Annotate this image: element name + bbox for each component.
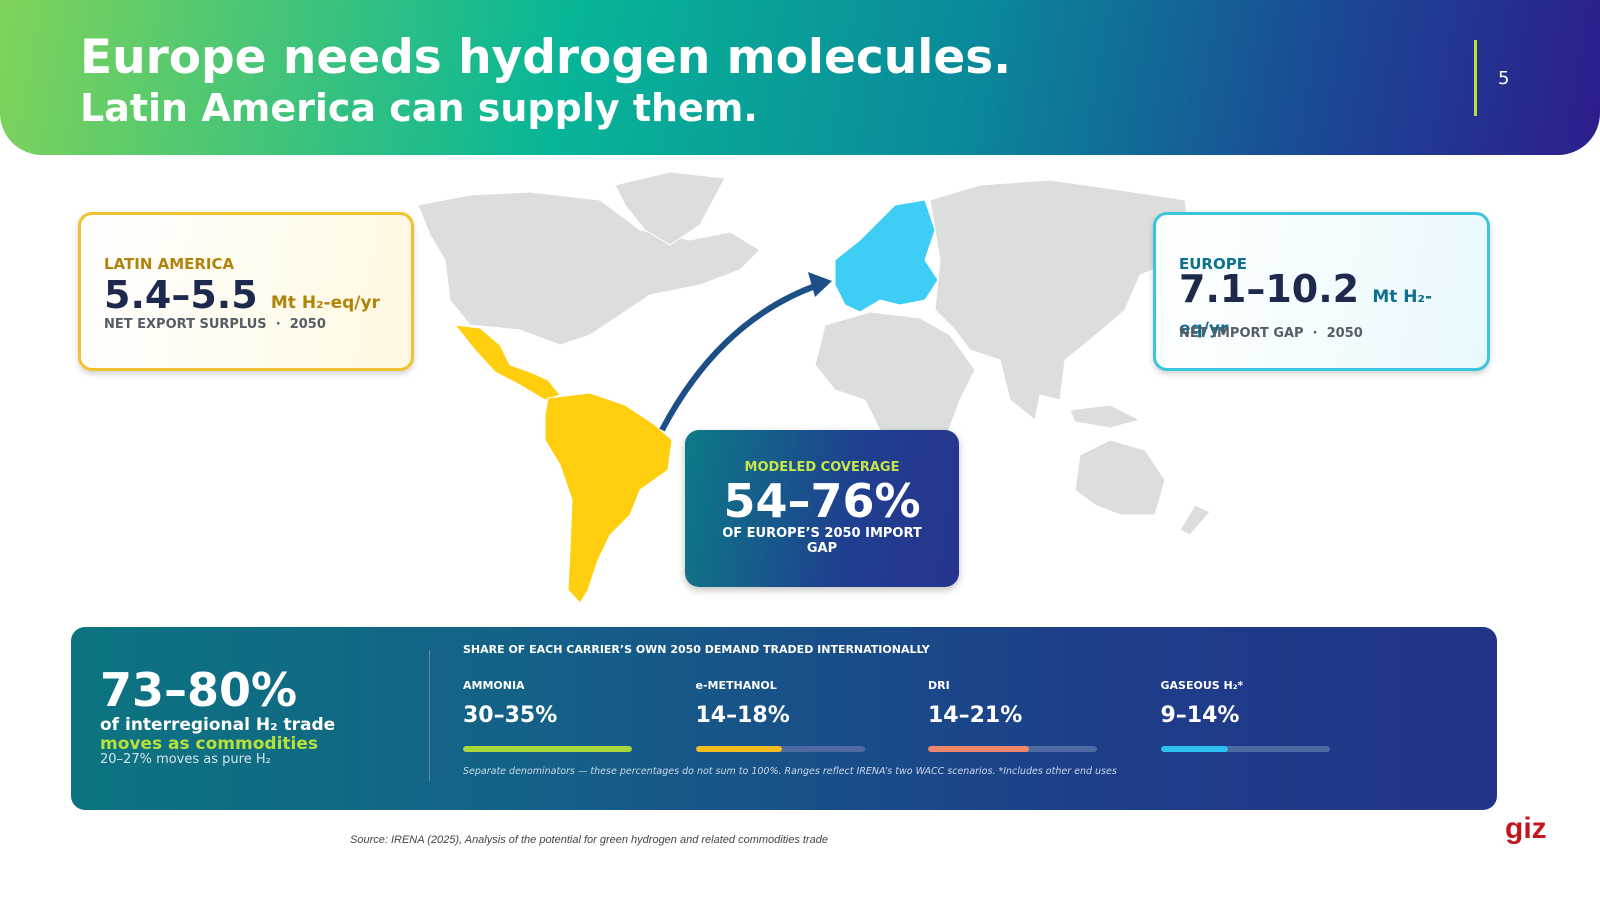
card-label: MODELED COVERAGE bbox=[744, 460, 900, 475]
headline: 73–80% bbox=[100, 663, 298, 717]
divider bbox=[1474, 40, 1477, 116]
value: 7.1–10.2 bbox=[1179, 267, 1360, 311]
bar-track bbox=[695, 746, 865, 752]
source: Source: IRENA (2025), Analysis of the po… bbox=[350, 834, 828, 846]
new-zealand bbox=[1179, 504, 1211, 536]
bar bbox=[928, 746, 1030, 752]
header-band bbox=[0, 0, 1600, 155]
north-america bbox=[417, 191, 761, 346]
carrier-name: DRI bbox=[928, 679, 950, 692]
arrow-head bbox=[808, 272, 832, 297]
greenland bbox=[614, 171, 726, 246]
carrier-name: AMMONIA bbox=[463, 679, 525, 692]
carrier-share: 30–35% bbox=[463, 703, 558, 728]
page-number: 5 bbox=[1498, 68, 1510, 89]
carrier-name: e-METHANOL bbox=[695, 679, 777, 692]
card-caption: OF EUROPE’S 2050 IMPORT GAP bbox=[722, 526, 922, 556]
coverage-card: MODELED COVERAGE 54–76% OF EUROPE’S 2050… bbox=[685, 430, 959, 587]
footnote: Separate denominators — these percentage… bbox=[463, 766, 1117, 777]
trade-panel: 73–80% of interregional H₂ trade moves a… bbox=[71, 627, 1497, 810]
latin-america-card: LATIN AMERICA 5.4–5.5 Mt H₂-eq/yr NET EX… bbox=[78, 212, 414, 371]
unit: Mt H₂-eq/yr bbox=[270, 293, 380, 313]
card-value: 54–76% bbox=[723, 474, 921, 528]
headline-text: moves as commodities bbox=[100, 734, 319, 754]
carrier-share: 9–14% bbox=[1160, 703, 1240, 728]
bar-track bbox=[928, 746, 1097, 752]
card-caption: NET EXPORT SURPLUS · 2050 bbox=[104, 317, 326, 332]
title: Europe needs hydrogen molecules. bbox=[80, 30, 1012, 85]
headline-note: 20–27% moves as pure H₂ bbox=[100, 752, 271, 767]
bar bbox=[1160, 746, 1229, 752]
card-value: 7.1–10.2 Mt H₂-eq/yr bbox=[1179, 267, 1469, 339]
divider bbox=[429, 650, 430, 781]
carrier-name: GASEOUS H₂* bbox=[1160, 679, 1244, 692]
unit: Mt H₂-eq/yr bbox=[1179, 287, 1433, 339]
card-caption: NET IMPORT GAP · 2050 bbox=[1179, 326, 1363, 341]
carrier-share: 14–21% bbox=[928, 703, 1023, 728]
asia bbox=[929, 179, 1191, 421]
trade-arrow bbox=[659, 282, 820, 432]
section-title: SHARE OF EACH CARRIER’S OWN 2050 DEMAND … bbox=[463, 643, 930, 656]
bar bbox=[463, 746, 632, 752]
europe-card: EUROPE 7.1–10.2 Mt H₂-eq/yr NET IMPORT G… bbox=[1153, 212, 1490, 371]
value: 5.4–5.5 bbox=[104, 273, 258, 317]
card-label: EUROPE bbox=[1179, 255, 1247, 273]
card-label: LATIN AMERICA bbox=[104, 255, 235, 273]
south-america bbox=[544, 392, 673, 604]
subtitle: Latin America can supply them. bbox=[80, 86, 758, 130]
europe bbox=[834, 199, 939, 313]
bar bbox=[695, 746, 783, 752]
world-map bbox=[417, 171, 1211, 604]
bar-track bbox=[463, 746, 632, 752]
se-asia bbox=[1069, 404, 1142, 429]
australia bbox=[1074, 439, 1166, 516]
headline-text: of interregional H₂ trade bbox=[100, 715, 336, 735]
card-value: 5.4–5.5 Mt H₂-eq/yr bbox=[104, 273, 380, 317]
carrier-share: 14–18% bbox=[695, 703, 790, 728]
central-america bbox=[453, 324, 561, 401]
logo: giz bbox=[1505, 812, 1547, 845]
bar-track bbox=[1160, 746, 1330, 752]
